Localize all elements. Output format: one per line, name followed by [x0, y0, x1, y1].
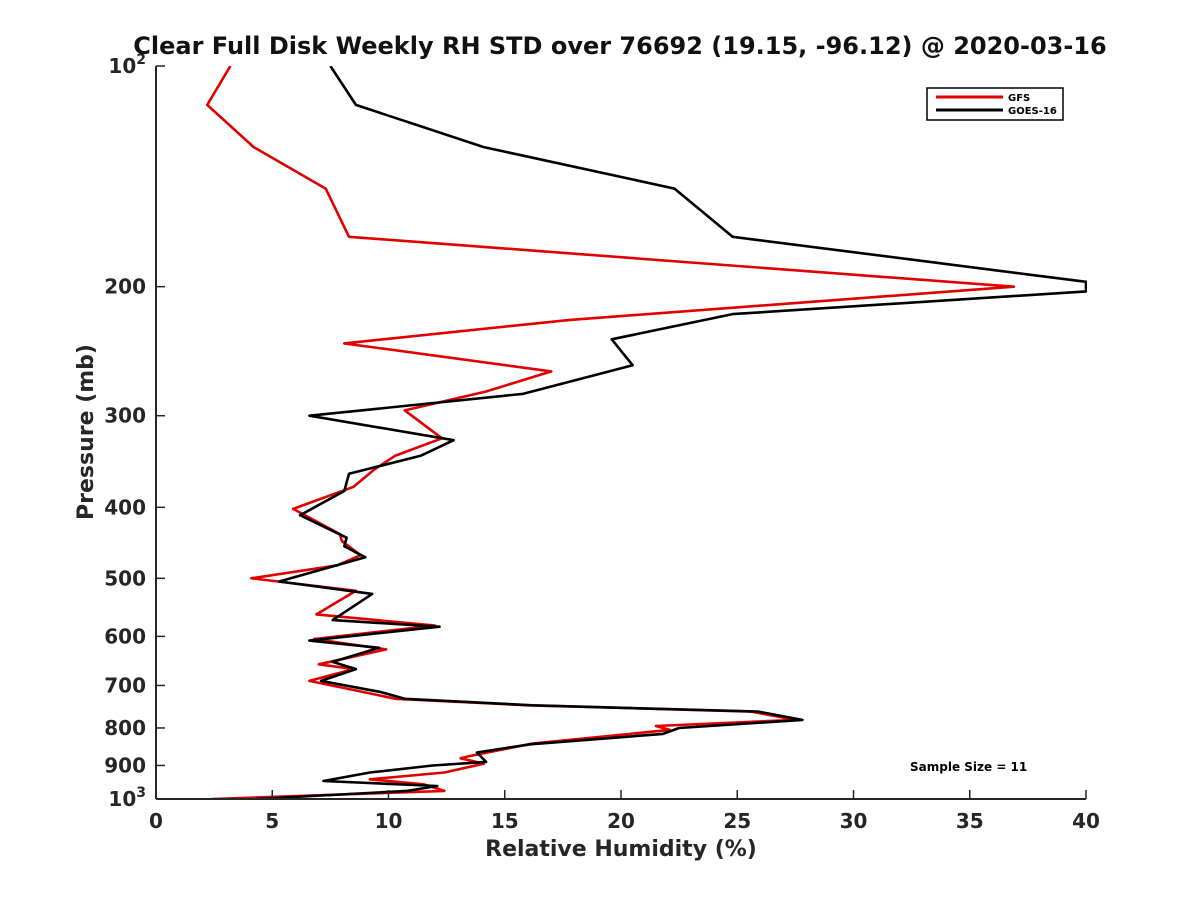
plot-area	[155, 66, 1087, 800]
y-tick-base: 10	[108, 787, 136, 811]
x-tick-label: 0	[149, 809, 163, 833]
y-tick-label: 400	[104, 495, 146, 519]
y-tick-base: 400	[104, 495, 146, 519]
y-tick-label: 600	[104, 624, 146, 648]
y-tick-base: 10	[108, 54, 136, 78]
legend-label-gfs: GFS	[1008, 93, 1030, 104]
y-tick-exponent: 2	[136, 52, 146, 68]
sample-size-annotation: Sample Size = 11	[910, 760, 1027, 774]
y-tick-label: 800	[104, 716, 146, 740]
chart-title: Clear Full Disk Weekly RH STD over 76692…	[133, 32, 1106, 60]
x-tick-label: 15	[491, 809, 519, 833]
y-tick-label: 103	[108, 785, 146, 811]
y-tick-label: 500	[104, 566, 146, 590]
y-tick-base: 200	[104, 275, 146, 299]
legend: GFS GOES-16	[926, 87, 1064, 121]
x-tick-label: 25	[723, 809, 751, 833]
series-line-gfs	[205, 66, 1016, 800]
y-tick-label: 700	[104, 673, 146, 697]
series-line-goes-16	[255, 66, 1087, 800]
y-axis-label: Pressure (mb)	[74, 344, 99, 520]
y-tick-label: 900	[104, 753, 146, 777]
x-tick-label: 20	[607, 809, 635, 833]
y-tick-base: 700	[104, 673, 146, 697]
y-tick-label: 200	[104, 275, 146, 299]
x-tick-label: 40	[1072, 809, 1100, 833]
legend-label-goes-16: GOES-16	[1008, 106, 1057, 117]
x-tick-label: 35	[956, 809, 984, 833]
y-tick-base: 500	[104, 566, 146, 590]
y-tick-label: 102	[108, 52, 146, 78]
y-tick-base: 900	[104, 753, 146, 777]
x-axis-label: Relative Humidity (%)	[485, 837, 757, 862]
plot-background	[156, 66, 1086, 799]
x-axis-ticks: 0 5 10 15 20 25 30 35 40	[149, 790, 1100, 833]
x-tick-label: 10	[375, 809, 403, 833]
legend-box	[926, 87, 1064, 121]
y-tick-label: 300	[104, 404, 146, 428]
y-tick-exponent: 3	[136, 785, 146, 801]
y-tick-base: 300	[104, 404, 146, 428]
series-layer	[205, 66, 1087, 800]
y-tick-base: 600	[104, 624, 146, 648]
y-tick-base: 800	[104, 716, 146, 740]
x-tick-label: 30	[840, 809, 868, 833]
x-tick-label: 5	[265, 809, 279, 833]
